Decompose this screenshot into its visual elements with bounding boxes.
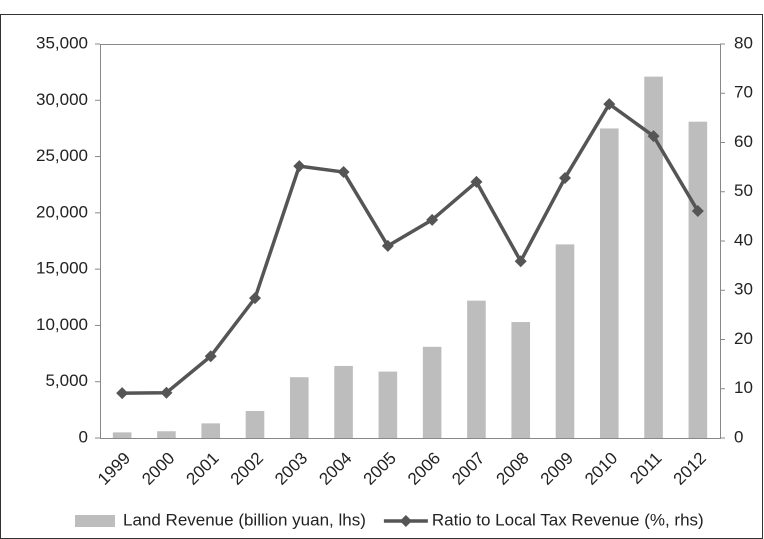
y2-tick-label: 80 <box>734 33 753 52</box>
y2-tick-label: 40 <box>734 230 753 249</box>
bar <box>467 300 486 438</box>
plot-area <box>100 44 721 439</box>
legend-label: Land Revenue (billion yuan, lhs) <box>123 510 366 529</box>
x-tick-label: 2009 <box>537 449 577 489</box>
y-tick-label: 5,000 <box>45 371 88 390</box>
bar <box>201 423 221 438</box>
marker <box>249 292 261 305</box>
marker <box>160 386 173 399</box>
bar <box>599 128 619 438</box>
marker <box>647 130 660 143</box>
y-tick-label: 15,000 <box>36 259 88 278</box>
legend-label: Ratio to Local Tax Revenue (%, rhs) <box>432 510 704 529</box>
bar <box>422 346 442 438</box>
x-tick-label: 2005 <box>360 449 400 489</box>
x-tick-label: 2003 <box>271 449 311 489</box>
y2-tick-label: 50 <box>734 181 753 200</box>
bar <box>157 431 176 438</box>
line <box>122 102 700 395</box>
y-tick-label: 25,000 <box>36 146 88 165</box>
y2-tick-label: 60 <box>734 132 753 151</box>
bar <box>378 371 398 438</box>
marker <box>514 255 527 268</box>
bar <box>245 410 265 438</box>
bar <box>289 377 309 438</box>
bar <box>334 365 353 438</box>
x-tick-label: 1999 <box>94 449 134 489</box>
x-tick-label: 2002 <box>227 449 267 489</box>
marker <box>691 204 704 217</box>
marker <box>204 350 217 363</box>
y-tick-label: 0 <box>79 427 88 446</box>
x-tick-label: 2006 <box>404 449 444 489</box>
y-tick-label: 20,000 <box>36 202 88 221</box>
marker <box>559 171 571 184</box>
legend-swatch <box>75 515 115 527</box>
y2-tick-label: 0 <box>734 427 743 446</box>
x-tick-label: 2000 <box>138 449 178 489</box>
x-tick-label: 2004 <box>315 449 355 489</box>
x-tick-label: 2010 <box>581 449 621 489</box>
x-tick-label: 2008 <box>493 449 533 489</box>
y2-tick-label: 20 <box>734 329 753 348</box>
y-tick-label: 35,000 <box>36 33 88 52</box>
y2-tick-label: 70 <box>734 83 753 102</box>
bar <box>644 76 663 438</box>
x-tick-label: 2001 <box>183 449 223 489</box>
x-tick-label: 2012 <box>670 449 710 489</box>
legend-swatch <box>399 515 412 527</box>
bar <box>511 322 531 438</box>
y2-tick-label: 10 <box>734 378 753 397</box>
bar <box>555 244 575 438</box>
bar <box>112 432 132 438</box>
y2-tick-label: 30 <box>734 280 753 299</box>
marker <box>337 166 350 179</box>
marker <box>603 98 616 111</box>
marker <box>293 160 306 173</box>
marker <box>426 213 439 226</box>
y-tick-label: 30,000 <box>36 90 88 109</box>
y-tick-label: 10,000 <box>36 315 88 334</box>
bar <box>688 121 708 438</box>
marker <box>381 239 394 252</box>
marker <box>470 175 483 188</box>
marker <box>116 387 129 400</box>
x-tick-label: 2007 <box>448 449 488 489</box>
x-tick-label: 2011 <box>626 449 665 488</box>
